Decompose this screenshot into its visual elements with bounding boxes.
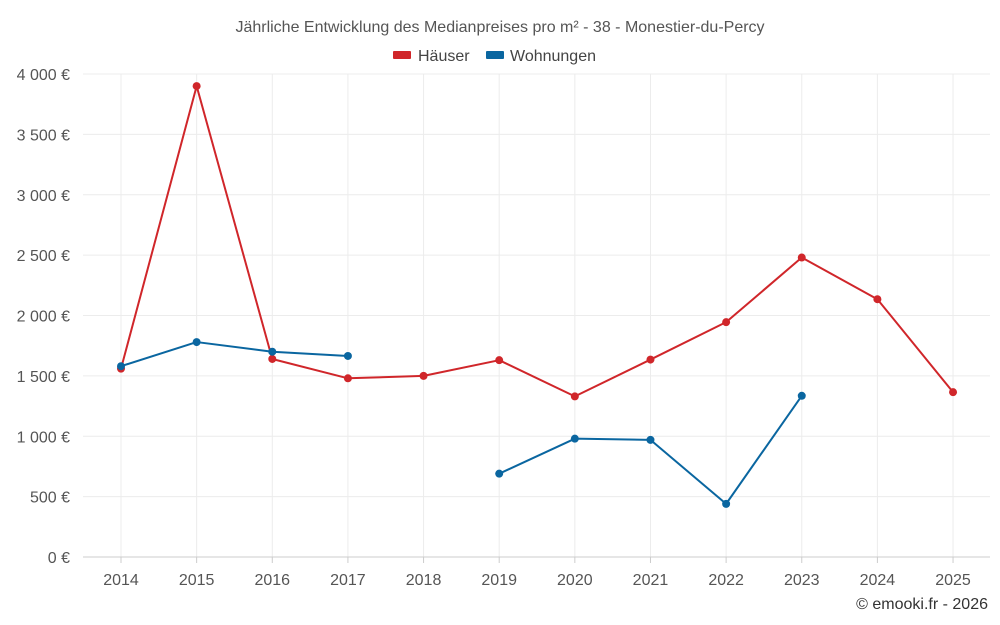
data-point[interactable] (570, 434, 579, 443)
data-point[interactable] (419, 371, 428, 380)
grid (83, 73, 990, 557)
legend-label-wohnungen: Wohnungen (510, 48, 596, 65)
x-tick-label: 2016 (254, 572, 290, 589)
data-point[interactable] (343, 351, 352, 360)
y-tick-label: 3 500 € (17, 127, 70, 144)
data-point[interactable] (570, 392, 579, 401)
y-tick-label: 1 000 € (17, 429, 70, 446)
y-tick-label: 0 € (48, 550, 70, 567)
data-point[interactable] (797, 253, 806, 262)
data-point[interactable] (343, 374, 352, 383)
credit-text: © emooki.fr - 2026 (856, 596, 988, 613)
legend-swatch-haeuser (393, 51, 411, 59)
data-point[interactable] (646, 355, 655, 364)
x-tick-label: 2020 (557, 572, 593, 589)
series-line (120, 85, 954, 398)
data-point[interactable] (192, 82, 201, 91)
data-point[interactable] (949, 388, 958, 397)
data-point[interactable] (797, 391, 806, 400)
data-point[interactable] (268, 347, 277, 356)
series-line (120, 341, 348, 368)
y-axis: 0 € 500 € 1 000 € 1 500 € 2 000 € 2 500 € 3 00… (17, 67, 70, 567)
legend: Häuser Wohnungen (393, 48, 596, 65)
data-point[interactable] (495, 469, 504, 478)
data-point[interactable] (646, 435, 655, 444)
data-point[interactable] (268, 354, 277, 363)
x-axis: 2014 2015 2016 2017 2018 2019 2020 2021 2022 2023… (83, 556, 990, 589)
data-point[interactable] (192, 338, 201, 347)
x-tick-label: 2019 (481, 572, 517, 589)
x-tick-label: 2022 (708, 572, 744, 589)
y-tick-label: 4 000 € (17, 67, 70, 84)
data-point[interactable] (117, 362, 125, 371)
legend-label-haeuser: Häuser (418, 48, 470, 65)
x-tick-label: 2023 (784, 572, 820, 589)
legend-item-haeuser[interactable]: Häuser (393, 48, 470, 65)
x-tick-label: 2024 (860, 572, 896, 589)
data-point[interactable] (722, 318, 731, 327)
series-0 (117, 82, 958, 401)
y-tick-label: 1 500 € (17, 369, 70, 386)
y-tick-label: 3 000 € (17, 188, 70, 205)
y-tick-label: 2 500 € (17, 248, 70, 265)
y-tick-label: 2 000 € (17, 309, 70, 326)
x-tick-label: 2025 (935, 572, 971, 589)
y-tick-label: 500 € (30, 490, 70, 507)
x-tick-label: 2021 (633, 572, 669, 589)
chart-title: Jährliche Entwicklung des Medianpreises … (235, 19, 764, 36)
series-1 (117, 338, 806, 508)
x-tick-label: 2015 (179, 572, 215, 589)
legend-swatch-wohnungen (486, 51, 504, 59)
data-point[interactable] (722, 499, 731, 508)
x-tick-label: 2014 (103, 572, 139, 589)
data-point[interactable] (495, 356, 504, 365)
data-point[interactable] (873, 295, 882, 304)
legend-item-wohnungen[interactable]: Wohnungen (486, 48, 596, 65)
x-tick-label: 2017 (330, 572, 366, 589)
series (117, 82, 958, 508)
x-tick-label: 2018 (406, 572, 442, 589)
